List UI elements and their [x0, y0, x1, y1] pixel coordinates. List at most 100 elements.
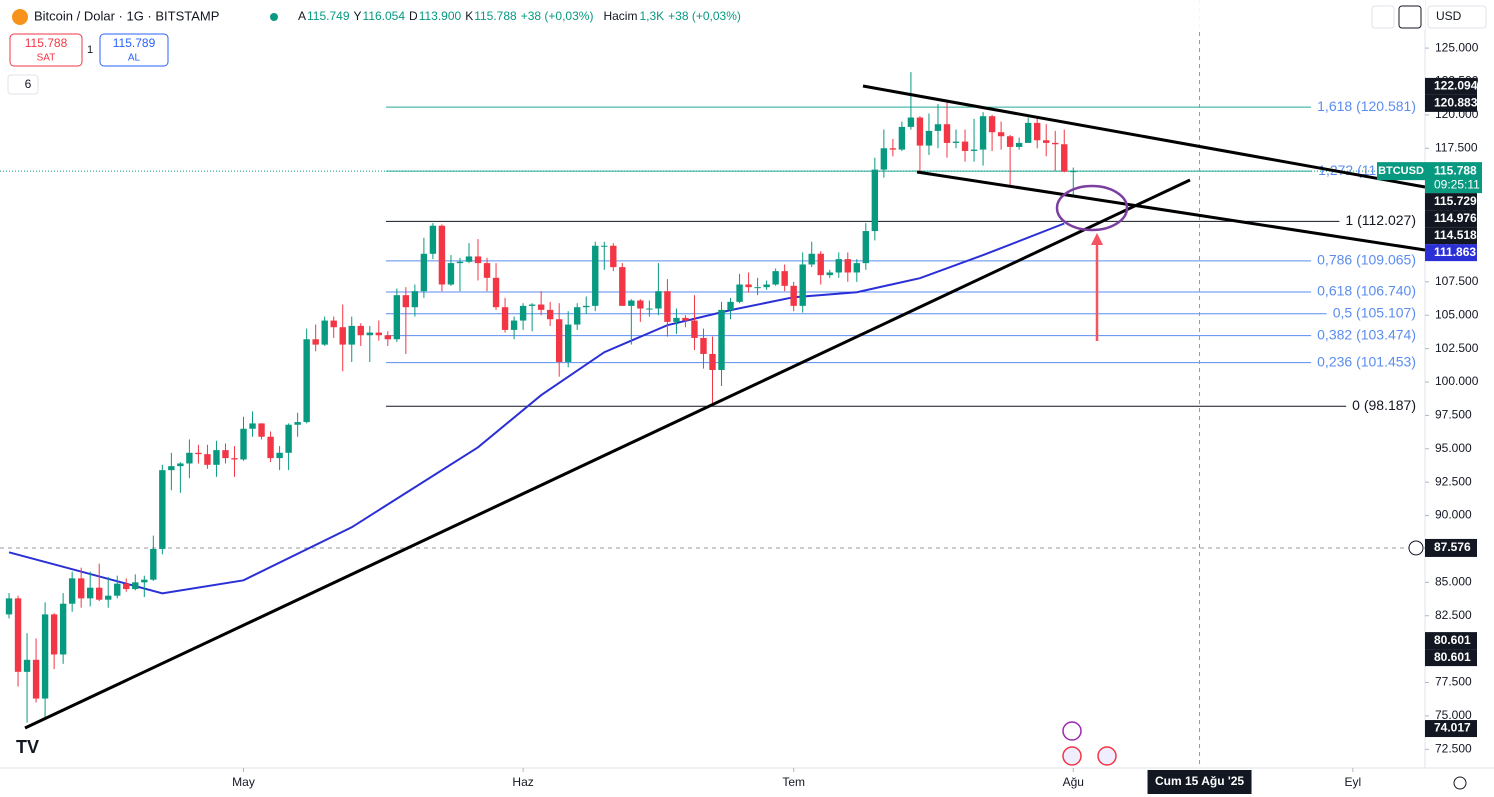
coin-icon: [12, 9, 28, 25]
candle-body: [303, 339, 310, 423]
candle-body: [204, 454, 211, 465]
candle-body: [330, 320, 337, 328]
candle-body: [718, 309, 725, 370]
countdown: 09:25:11: [1434, 177, 1480, 191]
candle-body: [736, 284, 743, 302]
candle-body: [339, 327, 346, 345]
candle-body: [871, 169, 879, 232]
candle-body: [177, 463, 184, 467]
candle-body: [655, 291, 662, 309]
fib-label: 0,618 (106.740): [1317, 283, 1416, 299]
candle-body: [195, 452, 202, 455]
candle-body: [745, 284, 752, 288]
candle-body: [258, 423, 265, 437]
price-tag-label: 115.729: [1434, 194, 1477, 208]
spread: 1: [87, 44, 93, 56]
candle-body: [628, 300, 635, 306]
y-tick-label: 105.000: [1435, 307, 1479, 321]
candle-body: [50, 614, 58, 655]
candle-body: [483, 263, 491, 278]
candle-body: [186, 452, 193, 464]
candle-body: [763, 284, 770, 288]
symbol-tag: [1377, 162, 1425, 181]
x-tick-label: Ağu: [1063, 775, 1084, 789]
y-tick-label: 107.500: [1435, 274, 1479, 288]
candle-body: [682, 317, 689, 321]
candle-body: [907, 117, 915, 127]
candle-body: [1024, 122, 1032, 143]
candle-body: [474, 256, 482, 264]
ohlc-key: D: [409, 9, 418, 23]
candle-body: [592, 245, 599, 306]
buy-button[interactable]: [99, 33, 169, 67]
candle-body: [402, 295, 410, 308]
candle-body: [492, 277, 500, 308]
symbol: Bitcoin / Dolar · 1G · BITSTAMP: [34, 8, 219, 23]
candle-body: [979, 116, 987, 150]
candle-body: [943, 124, 951, 143]
candle-body: [1043, 140, 1050, 143]
candle-body: [41, 614, 49, 699]
currency[interactable]: USD: [1436, 9, 1462, 23]
candle-body: [555, 319, 563, 362]
indicators-toggle[interactable]: [7, 74, 39, 95]
candle-body: [519, 305, 527, 321]
candle-body: [59, 603, 67, 655]
candle-body: [159, 470, 166, 549]
candle-body: [546, 309, 554, 320]
volume-change: +38 (+0,03%): [668, 9, 741, 23]
candle-body: [429, 225, 437, 254]
sell-price[interactable]: 115.788: [25, 36, 68, 50]
settings-icon[interactable]: [1453, 776, 1467, 790]
candle-body: [510, 320, 518, 330]
price-tag: [1425, 649, 1477, 667]
candle-body: [375, 332, 382, 336]
buy-price[interactable]: 115.789: [113, 36, 156, 50]
candle-body: [23, 659, 31, 672]
volume: 1,3K: [639, 9, 664, 23]
y-tick-label: 95.000: [1435, 441, 1472, 455]
ohlc-value: 116.054: [363, 9, 406, 23]
candle-body: [231, 458, 238, 460]
sell-label[interactable]: SAT: [37, 53, 56, 64]
candle-body: [790, 285, 797, 306]
candle-body: [817, 253, 824, 276]
candle-body: [447, 263, 455, 285]
price-tag: [1425, 94, 1477, 112]
candle-body: [222, 450, 229, 459]
sell-button[interactable]: [9, 33, 83, 67]
trend-line: [916, 170, 1426, 252]
highlight-ellipse: [1055, 184, 1129, 232]
x-tick-label: Haz: [512, 775, 533, 789]
event-icon: [1062, 746, 1082, 766]
logo: TV: [16, 737, 39, 757]
price-tag-label: 111.863: [1434, 245, 1476, 259]
candle-body: [1006, 136, 1014, 147]
price-tag-label: 80.601: [1434, 633, 1471, 647]
y-tick-label: 97.500: [1435, 408, 1472, 422]
candle-body: [673, 317, 680, 322]
candle-body: [123, 583, 130, 590]
reset-button[interactable]: [1398, 5, 1422, 29]
ohlc-key: K: [465, 9, 473, 23]
ohlc-value: 115.749: [307, 9, 350, 23]
scroll-button[interactable]: [1371, 5, 1395, 29]
candle-body: [646, 308, 653, 310]
price-tag: [1425, 193, 1477, 211]
candle-body: [168, 466, 175, 471]
x-tick-label: Tem: [782, 775, 805, 789]
candle-body: [844, 259, 851, 273]
candle-body: [952, 141, 960, 143]
candle-body: [709, 353, 716, 370]
candle-body: [267, 436, 274, 459]
buy-label[interactable]: AL: [128, 53, 141, 64]
fib-label: 1,618 (120.581): [1317, 98, 1416, 114]
header-bg: [0, 0, 1425, 30]
candle-body: [537, 304, 545, 310]
price-tag-label: 80.601: [1434, 650, 1471, 664]
y-tick-label: 77.500: [1435, 675, 1472, 689]
indicators-count[interactable]: 6: [25, 77, 32, 91]
currency-select[interactable]: [1427, 5, 1487, 29]
price-tag-label: 114.976: [1434, 211, 1477, 225]
